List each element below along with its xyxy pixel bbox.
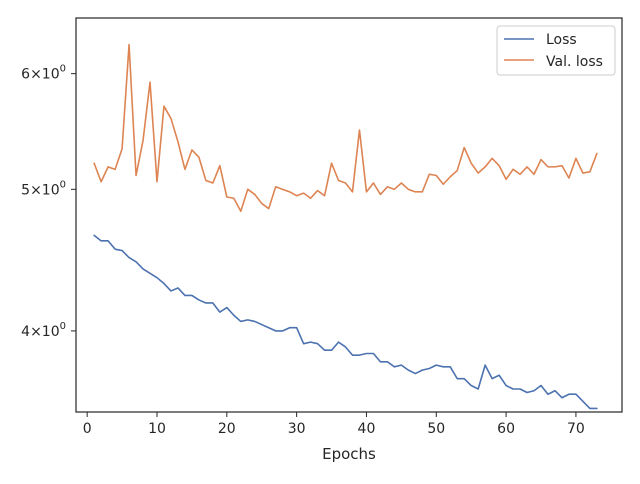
x-tick-label: 10 — [148, 421, 166, 437]
x-tick-label: 0 — [83, 421, 92, 437]
plot-frame — [75, 17, 623, 413]
x-tick-label: 50 — [427, 421, 445, 437]
x-axis: 0 10 20 30 40 50 60 70 — [83, 412, 585, 437]
x-tick-label: 40 — [358, 421, 376, 437]
x-tick-label: 60 — [497, 421, 515, 437]
series-layer — [93, 43, 598, 410]
x-tick-label: 30 — [288, 421, 306, 437]
legend-label-loss: Loss — [546, 32, 577, 48]
series-line-val-loss — [93, 43, 598, 213]
y-tick-label: 6×100 — [21, 64, 66, 83]
x-tick-label: 70 — [567, 421, 585, 437]
y-tick-label: 4×100 — [21, 321, 66, 340]
x-axis-label: Epochs — [322, 445, 376, 463]
legend-label-val-loss: Val. loss — [546, 54, 603, 70]
series-line-loss — [93, 234, 598, 410]
x-tick-label: 20 — [218, 421, 236, 437]
legend: Loss Val. loss — [496, 25, 616, 76]
y-tick-label: 5×100 — [21, 179, 66, 198]
y-axis: 4×100 5×100 6×100 — [21, 64, 76, 340]
